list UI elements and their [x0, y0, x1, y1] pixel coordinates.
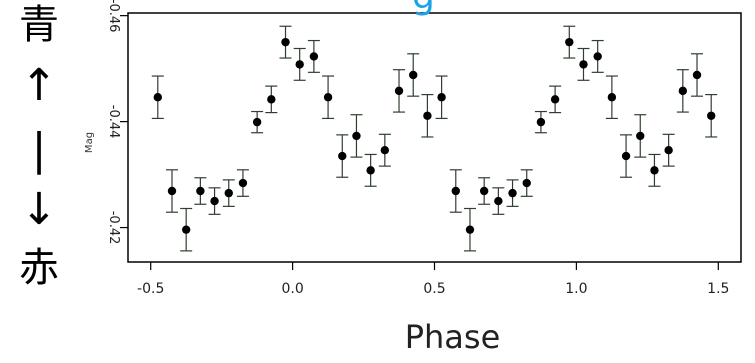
arrow-down-icon: ↓: [20, 184, 58, 235]
data-point: [366, 166, 375, 175]
y-tick-label: -0.42: [106, 211, 121, 245]
data-point-group: [605, 75, 618, 120]
data-point-group: [463, 207, 476, 252]
data-point-group: [265, 85, 278, 114]
data-point: [536, 117, 546, 127]
data-point-group: [364, 153, 377, 187]
data-point: [550, 95, 560, 104]
data-point-group: [307, 39, 320, 73]
data-point-group: [634, 114, 647, 158]
data-point: [465, 225, 475, 234]
label-red-char: 赤: [19, 245, 59, 291]
data-point-group: [492, 187, 505, 215]
data-point: [423, 111, 432, 120]
data-point-group: [407, 53, 420, 97]
data-point: [167, 186, 177, 196]
y-tick-label: -0.44: [106, 105, 121, 139]
x-axis-title: Phase: [404, 318, 501, 356]
data-point: [636, 131, 645, 141]
data-point-group: [435, 75, 448, 120]
data-point: [621, 151, 631, 161]
data-point-group: [520, 169, 533, 197]
data-point: [579, 60, 588, 69]
data-point-group: [251, 110, 264, 134]
vertical-bar: |: [31, 124, 47, 175]
data-point-group: [165, 169, 178, 213]
data-point-group: [534, 110, 547, 134]
title-fragment: g: [412, 0, 435, 17]
x-tick-label: -0.5: [137, 281, 164, 297]
data-point: [196, 186, 205, 196]
data-point-group: [449, 169, 462, 213]
data-point-group: [180, 207, 193, 252]
data-point-group: [563, 25, 576, 59]
data-point: [153, 93, 162, 102]
data-point: [210, 196, 219, 206]
data-point-group: [322, 75, 335, 120]
data-point-group: [549, 85, 562, 114]
data-point: [295, 60, 304, 69]
data-point: [522, 178, 531, 188]
data-point-group: [378, 133, 391, 167]
data-point-group: [705, 93, 718, 138]
data-point: [224, 188, 233, 198]
data-point: [309, 52, 319, 61]
data-point: [664, 146, 673, 155]
data-point: [451, 186, 460, 196]
arrow-up-icon: ↑: [20, 60, 58, 111]
data-point: [593, 52, 602, 61]
data-point: [380, 146, 390, 155]
data-point: [238, 178, 248, 188]
data-point: [494, 196, 503, 206]
data-point-group: [208, 187, 221, 215]
data-point-group: [577, 47, 590, 81]
data-point: [338, 151, 347, 161]
data-point: [281, 37, 290, 47]
data-point: [692, 70, 702, 80]
data-point-group: [336, 134, 349, 178]
data-point: [565, 37, 574, 47]
data-point: [437, 93, 446, 102]
data-point: [323, 93, 333, 102]
data-point-group: [676, 69, 689, 113]
data-point: [479, 186, 489, 196]
data-point-group: [691, 53, 704, 97]
data-point-group: [293, 47, 306, 81]
data-point: [252, 117, 262, 127]
data-point-group: [648, 153, 661, 187]
data-point-group: [393, 69, 406, 113]
data-point-group: [478, 177, 491, 205]
x-tick-label: 0.0: [281, 281, 303, 297]
y-tick-label: -0.46: [106, 0, 121, 32]
data-point-group: [350, 114, 363, 158]
data-point: [707, 111, 716, 120]
data-point-group: [151, 75, 164, 120]
data-point: [607, 93, 617, 102]
data-point: [181, 225, 191, 234]
data-point: [650, 166, 659, 175]
data-point-group: [279, 25, 292, 59]
data-point: [394, 86, 404, 96]
x-tick-label: 0.5: [423, 281, 445, 297]
data-point-group: [591, 39, 604, 73]
data-point: [508, 188, 517, 198]
data-point-group: [662, 133, 675, 167]
data-point: [352, 131, 361, 141]
plot-frame: [127, 12, 742, 263]
data-point: [409, 70, 418, 80]
data-point-group: [194, 177, 207, 205]
x-tick-label: 1.5: [707, 281, 729, 297]
data-point-group: [506, 179, 519, 207]
data-point-group: [236, 169, 249, 197]
data-point: [678, 86, 688, 96]
label-blue-char: 青: [19, 2, 59, 48]
data-point-group: [222, 179, 235, 207]
x-tick-label: 1.0: [565, 281, 587, 297]
y-axis-title: Mag: [84, 132, 95, 153]
data-point: [267, 95, 276, 104]
data-point-group: [620, 134, 633, 178]
data-point-group: [421, 93, 434, 138]
